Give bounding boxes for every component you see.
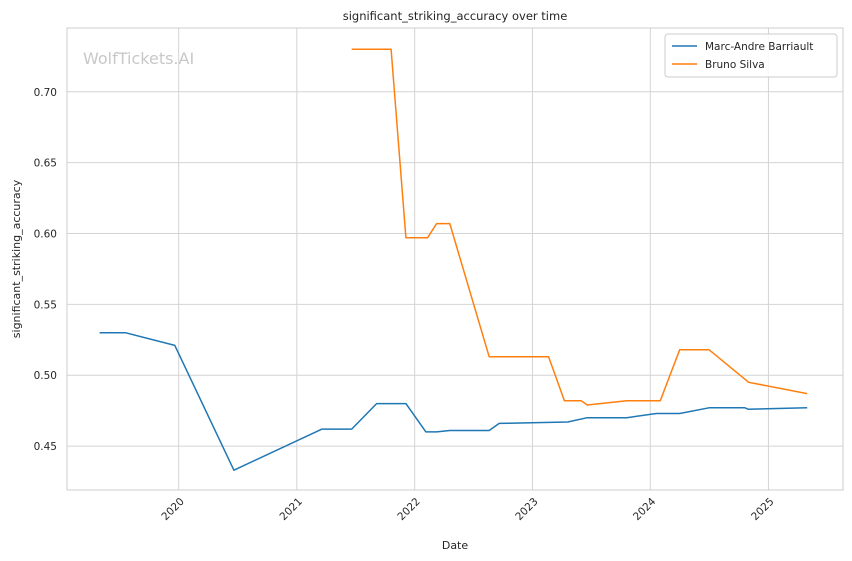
x-tick-label: 2020 xyxy=(159,496,186,523)
x-tick-label: 2024 xyxy=(631,495,659,523)
y-tick-label: 0.70 xyxy=(34,87,57,99)
y-tick-label: 0.50 xyxy=(34,370,57,382)
x-tick-label: 2025 xyxy=(749,496,776,523)
y-tick-label: 0.60 xyxy=(34,228,57,240)
legend-label-silva: Bruno Silva xyxy=(705,59,765,71)
y-tick-label: 0.55 xyxy=(34,299,57,311)
legend-label-barriault: Marc-Andre Barriault xyxy=(705,41,813,53)
x-tick-label: 2022 xyxy=(395,496,422,523)
plot-frame xyxy=(66,27,844,491)
y-tick-label: 0.45 xyxy=(34,441,57,453)
y-axis-label: significant_striking_accuracy xyxy=(10,179,23,338)
series-line-1 xyxy=(351,48,808,406)
x-tick-label: 2021 xyxy=(278,496,305,523)
x-axis-label: Date xyxy=(442,539,469,552)
y-tick-label: 0.65 xyxy=(34,158,57,170)
series-line-0 xyxy=(99,331,808,471)
legend-box xyxy=(664,33,838,78)
watermark: WolfTickets.AI xyxy=(83,49,194,68)
x-tick-label: 2023 xyxy=(513,496,540,523)
legend: Marc-Andre Barriault Bruno Silva xyxy=(664,33,838,78)
chart-title: significant_striking_accuracy over time xyxy=(343,9,568,23)
